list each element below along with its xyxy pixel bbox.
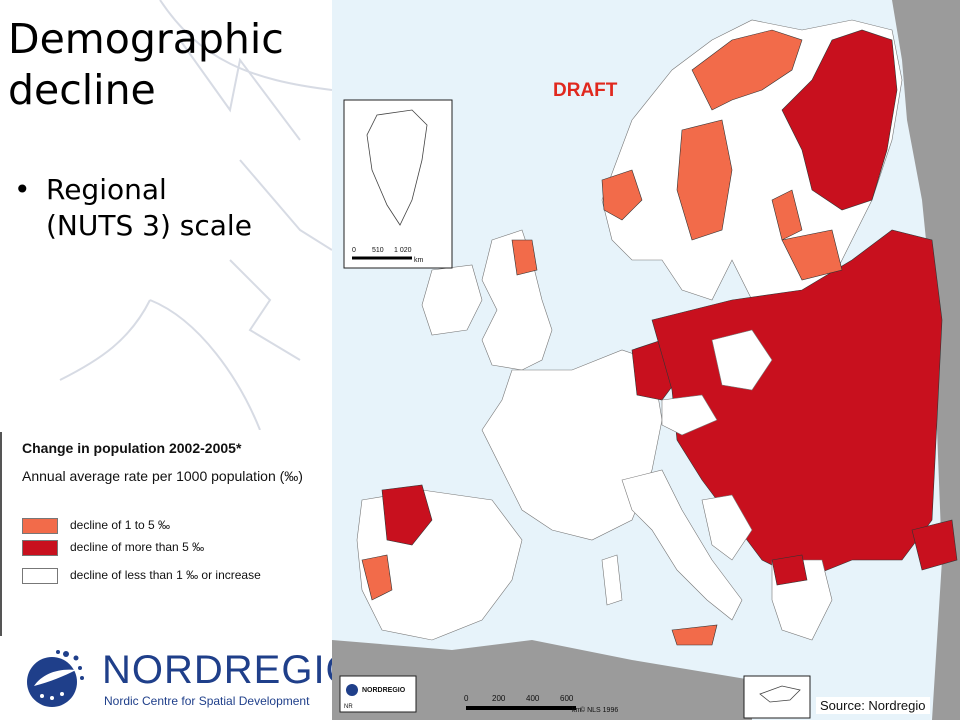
legend-swatch-none [22, 568, 58, 584]
region-greece-north-decline [771, 554, 808, 586]
legend-title: Change in population 2002-2005* [22, 440, 242, 456]
region-west-europe [481, 349, 663, 541]
map-copyright: © NLS 1996 [580, 706, 618, 714]
background-swoosh-decoration [59, 0, 332, 430]
region-spain-northwest [381, 484, 433, 546]
legend-swatch-mild [22, 518, 58, 534]
region-finland-north [781, 29, 898, 211]
legend-label-mild: decline of 1 to 5 ‰ [70, 518, 171, 532]
legend-subtitle: Annual average rate per 1000 population … [22, 468, 303, 484]
legend-swatch-strong [22, 540, 58, 556]
bullet-list: • Regional (NUTS 3) scale [14, 172, 326, 244]
europe-population-map: 0 510 1 020 km NORDREGIO NR 0 200 400 60… [332, 0, 960, 720]
main-scale-unit: km [572, 707, 582, 714]
main-scale-0: 0 [464, 694, 469, 703]
region-norway-north [691, 29, 803, 111]
region-scotland-decline [511, 239, 538, 276]
region-norway-west [601, 169, 643, 221]
north-africa-area [332, 640, 752, 720]
region-greenland [366, 109, 428, 226]
slide-title-line-2: decline [8, 66, 156, 114]
slide-text-panel: Demographic decline • Regional (NUTS 3) … [0, 0, 332, 720]
region-italy [621, 469, 743, 621]
inset-scale-0: 0 [352, 247, 356, 254]
map-canvas: 0 510 1 020 km NORDREGIO NR 0 200 400 60… [332, 0, 960, 720]
draft-stamp: DRAFT [553, 80, 618, 101]
region-baltic-mild [781, 229, 843, 281]
logo-wordmark: NORDREGIO [102, 648, 332, 692]
map-logo-emblem-icon [346, 684, 358, 696]
inset-scale-unit: km [414, 257, 424, 264]
map-legend: Change in population 2002-2005* Annual a… [0, 432, 332, 636]
bullet-text-line-1: Regional [46, 173, 167, 206]
region-poland-white [711, 329, 773, 391]
region-turkey-edge [911, 519, 958, 571]
inset-scale-1020: 1 020 [394, 247, 412, 254]
source-caption: Source: Nordregio [816, 697, 930, 714]
bullet-text-line-2: (NUTS 3) scale [46, 209, 252, 242]
main-scale-400: 400 [526, 694, 540, 703]
legend-label-strong: decline of more than 5 ‰ [70, 540, 205, 554]
region-sweden-north [676, 119, 733, 241]
logo-tagline: Nordic Centre for Spatial Development [104, 694, 310, 708]
bullet-item: • Regional (NUTS 3) scale [14, 172, 326, 244]
map-logo-name: NORDREGIO [362, 687, 406, 694]
inset-scale-510: 510 [372, 247, 384, 254]
region-ireland [421, 264, 483, 336]
region-sicily [671, 624, 718, 646]
region-sweden-central [771, 189, 803, 241]
region-sardinia [601, 554, 623, 606]
map-logo-code: NR [344, 704, 353, 710]
main-scale-600: 600 [560, 694, 574, 703]
main-scale-bar [466, 706, 576, 710]
nordregio-emblem-icon [27, 650, 84, 707]
region-czechia-white [661, 394, 718, 436]
legend-label-none: decline of less than 1 ‰ or increase [70, 568, 261, 582]
main-scale-200: 200 [492, 694, 506, 703]
region-balkans-white [701, 494, 753, 561]
bullet-dot-icon: • [14, 173, 31, 206]
region-portugal-interior [361, 554, 393, 601]
nordregio-logo: NORDREGIO Nordic Centre for Spatial Deve… [24, 644, 332, 714]
slide-title: Demographic decline [8, 14, 284, 116]
region-cyprus [759, 685, 801, 703]
slide-title-line-1: Demographic [8, 15, 284, 63]
